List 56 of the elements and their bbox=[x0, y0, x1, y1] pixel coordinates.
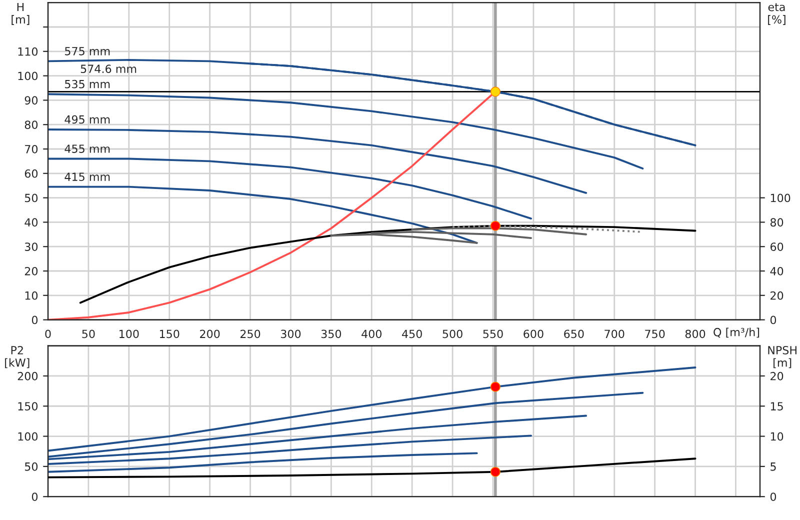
x-tick-label: 0 bbox=[45, 330, 51, 338]
x-tick-label: 750 bbox=[645, 330, 665, 338]
y-tick-label: 50 bbox=[24, 194, 38, 202]
y-tick-label: 30 bbox=[24, 242, 38, 251]
y2-tick-label: 20 bbox=[770, 372, 784, 380]
x-tick-label: 550 bbox=[483, 330, 503, 338]
x-tick-label: 50 bbox=[82, 330, 95, 338]
y-axis-title: P2 [kW] bbox=[5, 346, 30, 368]
annotation: 574.6 mm bbox=[80, 64, 136, 74]
series-label: 455 mm bbox=[64, 144, 110, 153]
y-tick-label: 40 bbox=[24, 218, 38, 227]
y2-tick-label: 40 bbox=[770, 266, 784, 276]
x-tick-label: 600 bbox=[524, 330, 544, 338]
y-tick-label: 60 bbox=[24, 169, 38, 178]
series-label: 415 mm bbox=[64, 172, 110, 182]
y2-tick-label: 80 bbox=[770, 218, 784, 227]
x-tick-label: 650 bbox=[564, 330, 584, 338]
y-tick-label: 150 bbox=[18, 402, 38, 410]
series-label: 495 mm bbox=[64, 115, 110, 124]
y2-tick-label: 20 bbox=[770, 291, 784, 300]
y2-axis-title: eta [%] bbox=[768, 3, 786, 25]
y-tick-label: 80 bbox=[24, 120, 38, 129]
series-label: 535 mm bbox=[65, 80, 110, 88]
y-tick-label: 200 bbox=[18, 372, 38, 380]
y-tick-label: 0 bbox=[32, 492, 38, 501]
y-tick-label: 110 bbox=[18, 47, 38, 56]
x-tick-label: 100 bbox=[120, 330, 139, 338]
y-tick-label: 0 bbox=[32, 316, 38, 324]
y-tick-label: 20 bbox=[24, 266, 38, 276]
y-tick-label: 90 bbox=[24, 96, 38, 105]
x-tick-label: 450 bbox=[402, 330, 422, 338]
y-tick-label: 100 bbox=[18, 432, 38, 441]
y-tick-label: 100 bbox=[18, 72, 38, 80]
y2-axis-title: NPSH [m] bbox=[768, 346, 796, 368]
y2-tick-label: 5 bbox=[770, 462, 776, 471]
x-tick-label: 300 bbox=[280, 330, 301, 338]
y2-tick-label: 0 bbox=[770, 492, 776, 501]
y-axis-title: H [m] bbox=[12, 2, 30, 25]
x-tick-label: 250 bbox=[240, 330, 260, 338]
x-tick-label: 500 bbox=[442, 330, 462, 338]
y-tick-label: 50 bbox=[24, 462, 38, 471]
y-tick-label: 70 bbox=[25, 144, 38, 154]
y2-tick-label: 10 bbox=[770, 432, 784, 441]
series-label: 575 mm bbox=[65, 47, 110, 56]
y2-tick-label: 0 bbox=[770, 316, 776, 324]
y2-tick-label: 60 bbox=[770, 242, 784, 251]
x-tick-label: 700 bbox=[604, 330, 624, 338]
y2-tick-label: 15 bbox=[770, 402, 783, 410]
x-tick-label: 150 bbox=[160, 330, 180, 338]
x-tick-label: 800 bbox=[685, 330, 706, 338]
y2-tick-label: 100 bbox=[770, 194, 790, 202]
x-axis-title: Q [m³/h] bbox=[714, 328, 760, 338]
x-tick-label: 350 bbox=[321, 330, 342, 338]
x-tick-label: 400 bbox=[362, 330, 382, 338]
x-tick-label: 200 bbox=[200, 330, 220, 338]
y-tick-label: 10 bbox=[25, 291, 38, 300]
